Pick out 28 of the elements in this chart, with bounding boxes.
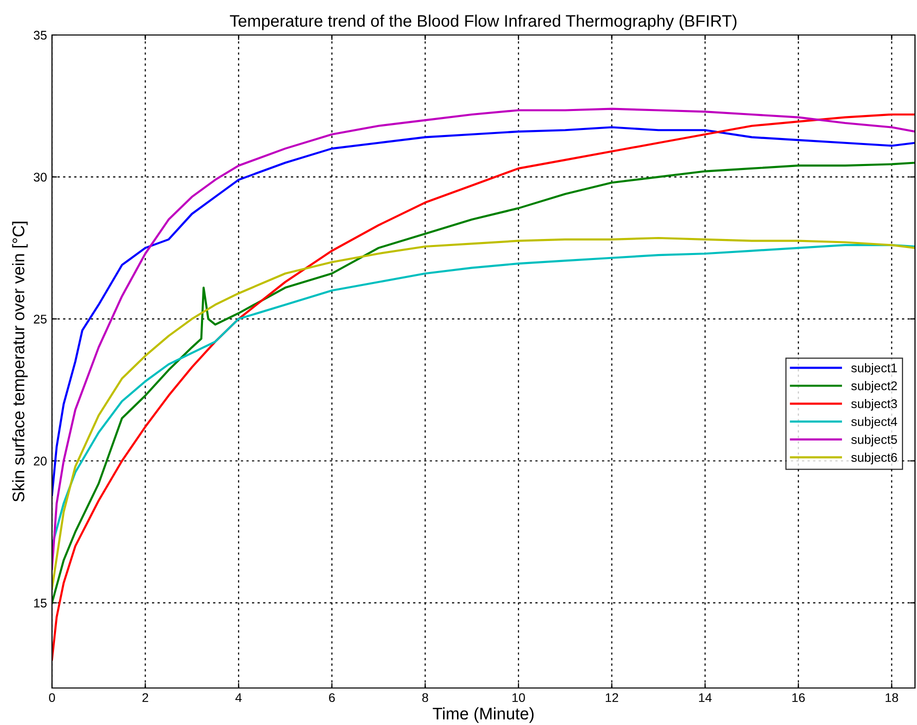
x-tick-label: 4 (235, 693, 242, 702)
x-tick-label: 18 (886, 693, 898, 702)
y-tick-label: 25 (34, 314, 47, 324)
x-tick-label: 16 (792, 693, 805, 702)
line-series (52, 162, 915, 604)
x-tick-label: 14 (699, 693, 712, 702)
line-series (52, 113, 915, 661)
x-tick-label: 6 (329, 693, 335, 702)
line-series (52, 126, 915, 496)
y-tick-label: 35 (34, 30, 47, 40)
legend-label: subject5 (851, 434, 897, 446)
legend-label: subject3 (851, 398, 897, 411)
y-tick-label: 15 (34, 598, 47, 608)
x-axis-title: Time (Minute) (432, 707, 534, 723)
legend-label: subject2 (851, 381, 897, 393)
legend-label: subject6 (851, 452, 897, 464)
line-series (52, 108, 915, 570)
chart-title: Temperature trend of the Blood Flow Infrared Thermography (BFIRT) (230, 14, 736, 30)
y-axis-title: Skin surface temperatur over vein [°C] (12, 222, 28, 502)
x-tick-label: 12 (606, 693, 618, 702)
legend-label: subject1 (851, 363, 897, 375)
legend-label: subject4 (851, 416, 898, 429)
x-tick-label: 8 (422, 693, 428, 702)
y-tick-label: 30 (34, 172, 47, 182)
y-tick-label: 20 (34, 456, 47, 466)
x-tick-label: 0 (49, 693, 55, 702)
x-tick-label: 10 (512, 693, 525, 702)
x-tick-label: 2 (142, 693, 148, 702)
